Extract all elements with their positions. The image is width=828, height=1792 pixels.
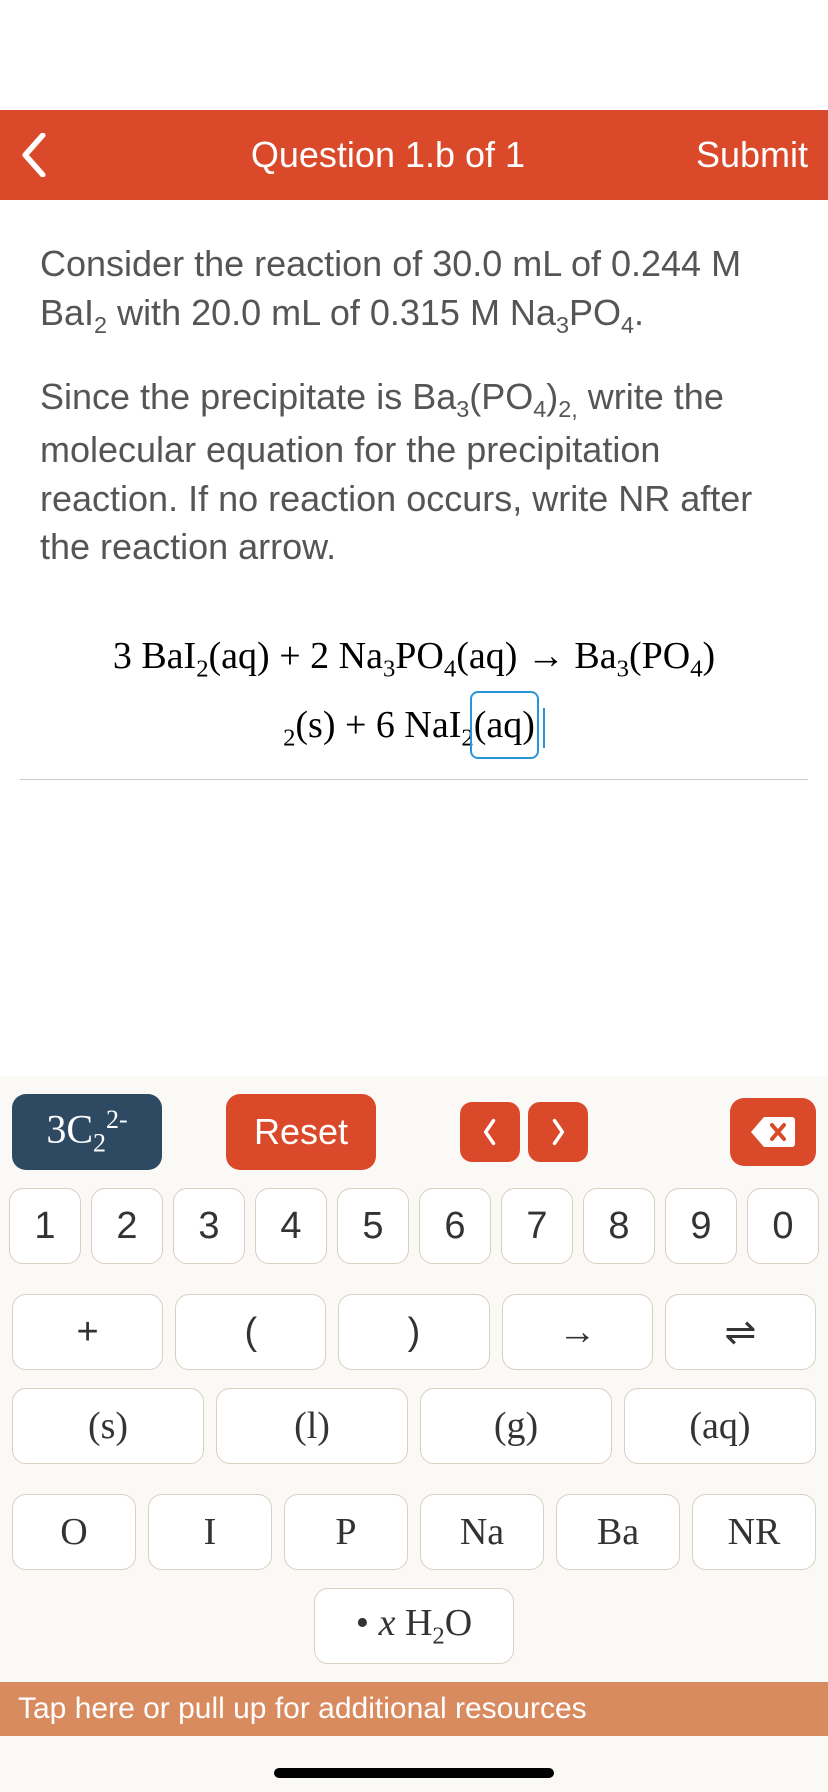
key-liquid[interactable]: (l) [216, 1388, 408, 1464]
backspace-icon [750, 1115, 796, 1149]
key-plus[interactable]: + [12, 1294, 163, 1370]
answer-field[interactable]: 3 BaI2(aq) + 2 Na3PO4(aq) → Ba3(PO4) 2(s… [20, 604, 808, 780]
key-element-i[interactable]: I [148, 1494, 272, 1570]
key-3[interactable]: 3 [173, 1188, 245, 1264]
key-element-na[interactable]: Na [420, 1494, 544, 1570]
key-4[interactable]: 4 [255, 1188, 327, 1264]
format-indicator[interactable]: 3C22- [12, 1094, 162, 1170]
question-title: Question 1.b of 1 [80, 134, 696, 176]
key-equilibrium[interactable]: ⇌ [665, 1294, 816, 1370]
question-paragraph-2: Since the precipitate is Ba3(PO4)2, writ… [40, 373, 788, 572]
home-indicator[interactable] [274, 1768, 554, 1778]
key-lparen[interactable]: ( [175, 1294, 326, 1370]
key-element-p[interactable]: P [284, 1494, 408, 1570]
question-paragraph-1: Consider the reaction of 30.0 mL of 0.24… [40, 240, 788, 341]
key-1[interactable]: 1 [9, 1188, 81, 1264]
cursor-left-button[interactable] [460, 1102, 520, 1162]
key-nr[interactable]: NR [692, 1494, 816, 1570]
resources-pull-tab[interactable]: Tap here or pull up for additional resou… [0, 1682, 828, 1736]
key-0[interactable]: 0 [747, 1188, 819, 1264]
cursor [543, 708, 545, 748]
cursor-right-button[interactable] [528, 1102, 588, 1162]
key-8[interactable]: 8 [583, 1188, 655, 1264]
back-button[interactable] [20, 133, 80, 177]
key-aqueous[interactable]: (aq) [624, 1388, 816, 1464]
reset-button[interactable]: Reset [226, 1094, 376, 1170]
submit-button[interactable]: Submit [696, 134, 808, 176]
key-9[interactable]: 9 [665, 1188, 737, 1264]
header: Question 1.b of 1 Submit [0, 110, 828, 200]
key-5[interactable]: 5 [337, 1188, 409, 1264]
key-element-o[interactable]: O [12, 1494, 136, 1570]
key-arrow[interactable]: → [502, 1294, 653, 1370]
key-6[interactable]: 6 [419, 1188, 491, 1264]
key-element-ba[interactable]: Ba [556, 1494, 680, 1570]
key-2[interactable]: 2 [91, 1188, 163, 1264]
key-hydrate[interactable]: • x H2O [314, 1588, 514, 1664]
key-gas[interactable]: (g) [420, 1388, 612, 1464]
key-solid[interactable]: (s) [12, 1388, 204, 1464]
key-rparen[interactable]: ) [338, 1294, 489, 1370]
key-7[interactable]: 7 [501, 1188, 573, 1264]
backspace-button[interactable] [730, 1098, 816, 1166]
equation-display: 3 BaI2(aq) + 2 Na3PO4(aq) → Ba3(PO4) 2(s… [50, 624, 778, 759]
chevron-left-icon [20, 133, 48, 177]
question-body: Consider the reaction of 30.0 mL of 0.24… [0, 200, 828, 604]
